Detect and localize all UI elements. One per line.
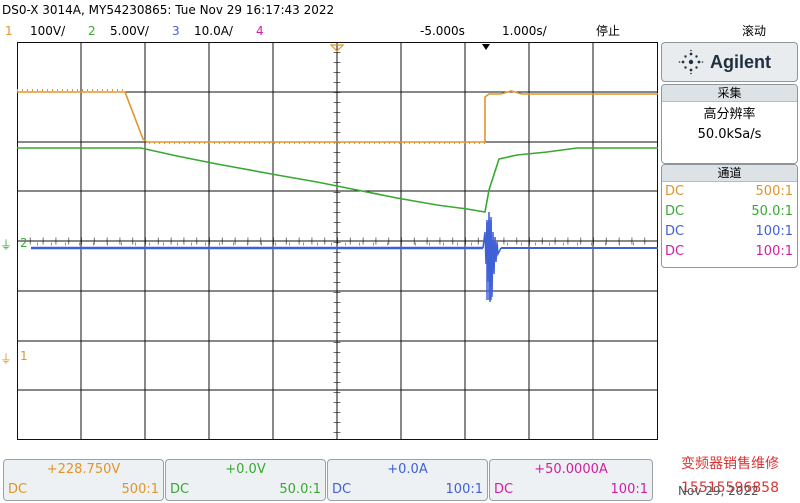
ch2-ground-marker: 2 xyxy=(20,236,28,250)
ch1-trace-noise xyxy=(17,89,485,144)
channel-row-2[interactable]: DC 50.0:1 xyxy=(662,202,797,222)
ch4-probe: 100:1 xyxy=(610,482,648,497)
ch2-offset: +0.0V xyxy=(225,462,266,477)
time-reference-icon xyxy=(329,44,345,52)
brand-box: Agilent xyxy=(661,42,798,82)
time-scale[interactable]: 1.000s/ xyxy=(502,24,547,38)
ch3-ground-marker: 3 xyxy=(17,235,18,248)
watermark-line1: 变频器销售维修 xyxy=(681,456,779,472)
window-title: DS0-X 3014A, MY54230865: Tue Nov 29 16:1… xyxy=(2,3,335,17)
acquisition-box[interactable]: 采集 高分辨率 50.0kSa/s xyxy=(661,84,798,164)
ch3-offset: +0.0A xyxy=(387,462,428,477)
channel-coupling: DC xyxy=(665,224,685,239)
graticule-ticks xyxy=(17,42,658,440)
channel-coupling: DC xyxy=(665,244,685,259)
ch1-ground-marker: 1 xyxy=(20,349,28,363)
channel-row-1[interactable]: DC 500:1 xyxy=(662,182,797,202)
time-offset[interactable]: -5.000s xyxy=(420,24,465,38)
ch1-trace xyxy=(17,90,658,143)
agilent-spark-icon xyxy=(678,49,704,75)
ch3-burst-fill xyxy=(486,220,492,300)
channels-header: 通道 xyxy=(662,165,797,182)
ch2-scale[interactable]: 5.00V/ xyxy=(110,24,149,38)
watermark-line2: 15515596858 xyxy=(681,480,779,496)
channel-row-4[interactable]: DC 100:1 xyxy=(662,242,797,262)
ch2-offset-cell[interactable]: +0.0V DC 50.0:1 xyxy=(165,459,326,501)
ch2-probe: 50.0:1 xyxy=(279,482,321,497)
ch2-trace xyxy=(17,147,658,213)
ch2-coupling: DC xyxy=(170,482,190,497)
ch1-offset: +228.750V xyxy=(46,462,121,477)
trigger-position-icon xyxy=(482,44,490,50)
channel-probe: 100:1 xyxy=(755,224,793,239)
acquisition-header: 采集 xyxy=(662,85,797,102)
channel-coupling: DC xyxy=(665,204,685,219)
channel-probe: 500:1 xyxy=(755,184,793,199)
channels-box[interactable]: 通道 DC 500:1 DC 50.0:1 DC 100:1 DC 100:1 xyxy=(661,164,798,268)
ch1-ground-icon-left: ⏚ xyxy=(0,352,13,366)
channel-row-3[interactable]: DC 100:1 xyxy=(662,222,797,242)
ch3-offset-cell[interactable]: +0.0A DC 100:1 xyxy=(327,459,488,501)
channel-probe: 100:1 xyxy=(755,244,793,259)
ch1-scale[interactable]: 100V/ xyxy=(30,24,66,38)
ch1-coupling: DC xyxy=(8,482,28,497)
ch4-offset-cell[interactable]: +50.0000A DC 100:1 xyxy=(489,459,653,501)
ch2-number[interactable]: 2 xyxy=(88,24,96,38)
channel-probe: 50.0:1 xyxy=(751,204,793,219)
waveform-display[interactable]: 3 2 1 xyxy=(17,42,658,440)
channel-offset-bar: +228.750V DC 500:1 +0.0V DC 50.0:1 +0.0A… xyxy=(0,459,658,503)
ch3-ground-icon: ⏚ xyxy=(0,238,13,252)
ch3-scale[interactable]: 10.0A/ xyxy=(194,24,233,38)
ch1-number[interactable]: 1 xyxy=(5,24,13,38)
channel-coupling: DC xyxy=(665,184,685,199)
ch4-coupling: DC xyxy=(494,482,514,497)
status-bar: 1 100V/ 2 5.00V/ 3 10.0A/ 4 -5.000s 1.00… xyxy=(0,21,800,42)
ch4-offset: +50.0000A xyxy=(534,462,608,477)
ch3-coupling: DC xyxy=(332,482,352,497)
sample-rate: 50.0kSa/s xyxy=(697,127,762,142)
ch4-number[interactable]: 4 xyxy=(256,24,264,38)
watermark-date: Nov 29, 2022 xyxy=(678,484,759,498)
watermark: 变频器销售维修 15515596858 xyxy=(660,456,800,503)
acquire-mode[interactable]: 滚动 xyxy=(742,24,767,38)
ch1-offset-cell[interactable]: +228.750V DC 500:1 xyxy=(3,459,164,501)
right-panel: Agilent 采集 高分辨率 50.0kSa/s 通道 DC 500:1 DC… xyxy=(661,42,798,268)
ch1-probe: 500:1 xyxy=(121,482,159,497)
run-state[interactable]: 停止 xyxy=(596,24,621,38)
brand-name: Agilent xyxy=(710,51,771,72)
ch3-probe: 100:1 xyxy=(445,482,483,497)
ch3-number[interactable]: 3 xyxy=(172,24,180,38)
acquisition-mode: 高分辨率 xyxy=(703,107,756,122)
